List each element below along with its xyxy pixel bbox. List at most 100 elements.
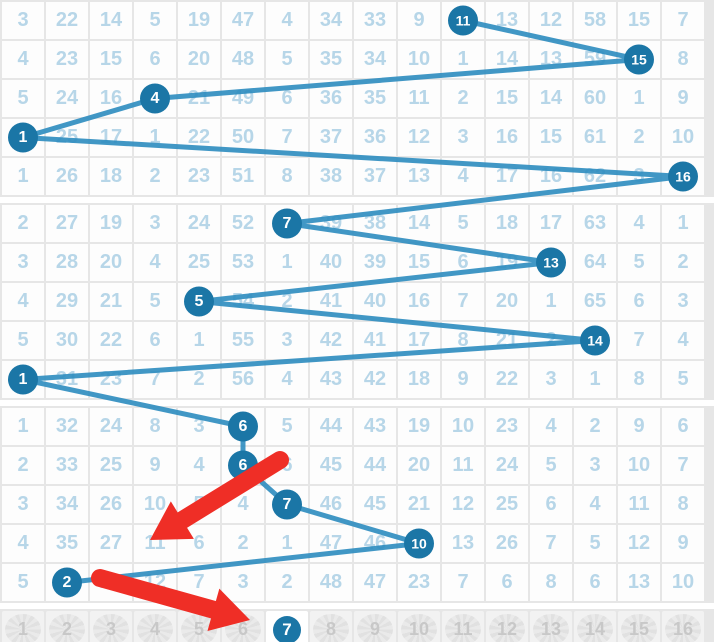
grid-cell[interactable]: 27	[90, 525, 132, 562]
grid-cell[interactable]: 5	[134, 2, 176, 39]
grid-cell[interactable]: 8	[266, 158, 308, 195]
grid-cell[interactable]: 48	[310, 564, 352, 601]
grid-cell[interactable]: 20	[90, 244, 132, 281]
grid-cell[interactable]: 2	[266, 283, 308, 320]
grid-cell[interactable]: 24	[90, 408, 132, 445]
grid-cell[interactable]: 34	[46, 486, 88, 523]
grid-cell[interactable]: 11	[442, 2, 484, 39]
grid-cell[interactable]: 40	[310, 244, 352, 281]
grid-cell[interactable]: 5	[2, 322, 44, 359]
grid-cell[interactable]: 1	[662, 205, 704, 242]
grid-cell[interactable]: 20	[486, 283, 528, 320]
grid-cell[interactable]: 9	[442, 361, 484, 398]
grid-cell[interactable]: 11	[134, 525, 176, 562]
grid-cell[interactable]: 4	[2, 283, 44, 320]
grid-cell[interactable]: 7	[266, 119, 308, 156]
grid-cell[interactable]: 12	[530, 2, 572, 39]
grid-cell[interactable]: 21	[178, 80, 220, 117]
grid-cell[interactable]: 51	[222, 158, 264, 195]
grid-cell[interactable]: 1	[530, 283, 572, 320]
grid-cell[interactable]: 1	[2, 408, 44, 445]
grid-cell[interactable]: 20	[178, 41, 220, 78]
grid-cell[interactable]: 8	[530, 564, 572, 601]
grid-cell[interactable]: 3	[2, 244, 44, 281]
grid-cell[interactable]: 3	[530, 361, 572, 398]
footer-cell[interactable]: 5	[178, 611, 220, 642]
grid-cell[interactable]: 8	[618, 361, 660, 398]
grid-cell[interactable]: 5	[2, 80, 44, 117]
grid-cell[interactable]: 13	[618, 564, 660, 601]
grid-cell[interactable]: 23	[178, 158, 220, 195]
grid-cell[interactable]: 23	[90, 361, 132, 398]
grid-cell[interactable]: 12	[134, 564, 176, 601]
grid-cell[interactable]: 1	[2, 119, 44, 156]
grid-cell[interactable]: 39	[310, 205, 352, 242]
grid-cell[interactable]: 3	[618, 158, 660, 195]
grid-cell[interactable]: 62	[574, 158, 616, 195]
grid-cell[interactable]: 2	[266, 564, 308, 601]
grid-cell[interactable]: 24	[178, 205, 220, 242]
grid-cell[interactable]: 5	[618, 244, 660, 281]
grid-cell[interactable]: 1	[574, 361, 616, 398]
grid-cell[interactable]: 8	[134, 408, 176, 445]
grid-cell[interactable]: 13	[486, 2, 528, 39]
footer-cell-highlight[interactable]: 7	[266, 611, 308, 642]
grid-cell[interactable]: 54	[222, 283, 264, 320]
grid-cell[interactable]: 45	[354, 486, 396, 523]
grid-cell[interactable]: 12	[398, 119, 440, 156]
footer-cell[interactable]: 1	[2, 611, 44, 642]
grid-cell[interactable]: 6	[530, 486, 572, 523]
footer-cell[interactable]: 3	[90, 611, 132, 642]
grid-cell[interactable]: 27	[46, 205, 88, 242]
grid-cell[interactable]: 18	[90, 158, 132, 195]
grid-cell[interactable]: 1	[134, 119, 176, 156]
grid-cell[interactable]: 4	[442, 158, 484, 195]
grid-cell[interactable]: 6	[486, 564, 528, 601]
grid-cell[interactable]: 55	[222, 322, 264, 359]
grid-cell[interactable]: 21	[398, 486, 440, 523]
grid-cell[interactable]: 16	[486, 119, 528, 156]
grid-cell[interactable]: 15	[618, 41, 660, 78]
grid-cell[interactable]: 10	[662, 119, 704, 156]
grid-cell[interactable]: 2	[574, 408, 616, 445]
grid-cell[interactable]: 3	[662, 283, 704, 320]
grid-cell[interactable]: 14	[486, 41, 528, 78]
grid-cell[interactable]: 7	[530, 525, 572, 562]
grid-cell[interactable]: 39	[354, 244, 396, 281]
grid-cell[interactable]: 3	[266, 322, 308, 359]
grid-cell[interactable]: 7	[134, 361, 176, 398]
grid-cell[interactable]: 7	[442, 283, 484, 320]
grid-cell[interactable]: 2	[662, 244, 704, 281]
grid-cell[interactable]: 61	[574, 119, 616, 156]
grid-cell[interactable]: 17	[530, 205, 572, 242]
grid-cell[interactable]: 10	[398, 41, 440, 78]
grid-cell[interactable]: 3	[134, 205, 176, 242]
grid-cell[interactable]: 47	[354, 564, 396, 601]
grid-cell[interactable]: 34	[310, 2, 352, 39]
grid-cell[interactable]: 64	[574, 244, 616, 281]
grid-cell[interactable]: 6	[134, 41, 176, 78]
grid-cell[interactable]: 1	[266, 244, 308, 281]
grid-cell[interactable]: 14	[90, 2, 132, 39]
grid-cell[interactable]: 11	[398, 80, 440, 117]
grid-cell[interactable]: 6	[222, 408, 264, 445]
grid-cell[interactable]: 2	[530, 322, 572, 359]
grid-cell[interactable]: 5	[530, 447, 572, 484]
grid-cell[interactable]: 4	[178, 447, 220, 484]
grid-cell[interactable]: 9	[662, 525, 704, 562]
grid-cell[interactable]: 56	[222, 361, 264, 398]
grid-cell[interactable]: 19	[398, 408, 440, 445]
grid-cell[interactable]: 8	[662, 486, 704, 523]
grid-cell[interactable]: 45	[310, 447, 352, 484]
grid-cell[interactable]: 42	[354, 361, 396, 398]
grid-cell[interactable]: 52	[222, 205, 264, 242]
grid-cell[interactable]: 44	[310, 408, 352, 445]
grid-cell[interactable]: 3	[574, 447, 616, 484]
grid-cell[interactable]: 63	[574, 205, 616, 242]
grid-cell[interactable]: 23	[46, 41, 88, 78]
grid-cell[interactable]: 11	[618, 486, 660, 523]
grid-cell[interactable]: 29	[46, 283, 88, 320]
grid-cell[interactable]: 6	[134, 322, 176, 359]
grid-cell[interactable]: 31	[46, 361, 88, 398]
grid-cell[interactable]: 46	[310, 486, 352, 523]
